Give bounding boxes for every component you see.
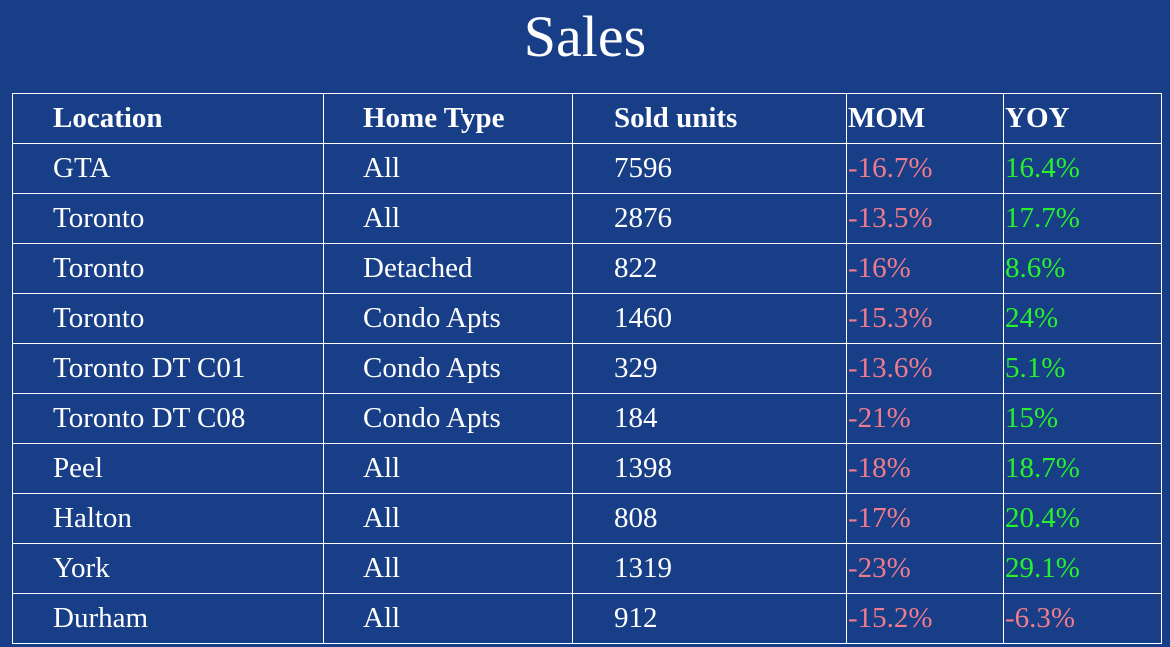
cell-home-type: All [323, 443, 573, 494]
table-row: Durham All 912 -15.2% -6.3% [12, 593, 1162, 644]
table-row: Toronto DT C01 Condo Apts 329 -13.6% 5.1% [12, 343, 1162, 394]
cell-location: Durham [12, 593, 324, 644]
cell-yoy: 5.1% [1003, 343, 1162, 394]
cell-location: Peel [12, 443, 324, 494]
table-row: Toronto Detached 822 -16% 8.6% [12, 243, 1162, 294]
cell-sold-units: 1398 [572, 443, 847, 494]
cell-location: Toronto DT C08 [12, 393, 324, 444]
cell-yoy: 15% [1003, 393, 1162, 444]
cell-home-type: All [323, 593, 573, 644]
cell-mom: -15.3% [846, 293, 1004, 344]
table-row: Halton All 808 -17% 20.4% [12, 493, 1162, 544]
cell-yoy: 16.4% [1003, 143, 1162, 194]
cell-sold-units: 1460 [572, 293, 847, 344]
cell-home-type: Condo Apts [323, 293, 573, 344]
column-header-home-type: Home Type [323, 93, 573, 144]
column-header-yoy: YOY [1003, 93, 1162, 144]
cell-mom: -13.6% [846, 343, 1004, 394]
cell-sold-units: 329 [572, 343, 847, 394]
cell-mom: -21% [846, 393, 1004, 444]
cell-sold-units: 808 [572, 493, 847, 544]
table-body: GTA All 7596 -16.7% 16.4% Toronto All 2876 -13.5… [12, 143, 1162, 644]
cell-location: Toronto [12, 293, 324, 344]
cell-mom: -16.7% [846, 143, 1004, 194]
cell-yoy: -6.3% [1003, 593, 1162, 644]
cell-home-type: Condo Apts [323, 343, 573, 394]
cell-sold-units: 822 [572, 243, 847, 294]
cell-location: York [12, 543, 324, 594]
cell-mom: -18% [846, 443, 1004, 494]
cell-sold-units: 7596 [572, 143, 847, 194]
table-row: Peel All 1398 -18% 18.7% [12, 443, 1162, 494]
sales-table: Location Home Type Sold units MOM YOY GT… [12, 93, 1162, 644]
table-row: Toronto DT C08 Condo Apts 184 -21% 15% [12, 393, 1162, 444]
page-title: Sales [523, 4, 647, 69]
cell-home-type: All [323, 543, 573, 594]
cell-home-type: All [323, 193, 573, 244]
column-header-location: Location [12, 93, 324, 144]
cell-sold-units: 912 [572, 593, 847, 644]
column-header-mom: MOM [846, 93, 1004, 144]
cell-mom: -16% [846, 243, 1004, 294]
column-header-sold-units: Sold units [572, 93, 847, 144]
cell-location: Toronto DT C01 [12, 343, 324, 394]
cell-location: Toronto [12, 193, 324, 244]
cell-home-type: All [323, 143, 573, 194]
cell-yoy: 8.6% [1003, 243, 1162, 294]
cell-mom: -23% [846, 543, 1004, 594]
cell-mom: -17% [846, 493, 1004, 544]
cell-sold-units: 184 [572, 393, 847, 444]
cell-yoy: 20.4% [1003, 493, 1162, 544]
cell-yoy: 18.7% [1003, 443, 1162, 494]
cell-yoy: 29.1% [1003, 543, 1162, 594]
table-row: GTA All 7596 -16.7% 16.4% [12, 143, 1162, 194]
table-row: York All 1319 -23% 29.1% [12, 543, 1162, 594]
cell-sold-units: 1319 [572, 543, 847, 594]
cell-home-type: Detached [323, 243, 573, 294]
table-row: Toronto Condo Apts 1460 -15.3% 24% [12, 293, 1162, 344]
table-header-row: Location Home Type Sold units MOM YOY [12, 93, 1162, 144]
cell-mom: -15.2% [846, 593, 1004, 644]
cell-mom: -13.5% [846, 193, 1004, 244]
cell-yoy: 17.7% [1003, 193, 1162, 244]
cell-location: Halton [12, 493, 324, 544]
cell-home-type: All [323, 493, 573, 544]
cell-home-type: Condo Apts [323, 393, 573, 444]
cell-yoy: 24% [1003, 293, 1162, 344]
cell-location: Toronto [12, 243, 324, 294]
table-row: Toronto All 2876 -13.5% 17.7% [12, 193, 1162, 244]
cell-sold-units: 2876 [572, 193, 847, 244]
cell-location: GTA [12, 143, 324, 194]
